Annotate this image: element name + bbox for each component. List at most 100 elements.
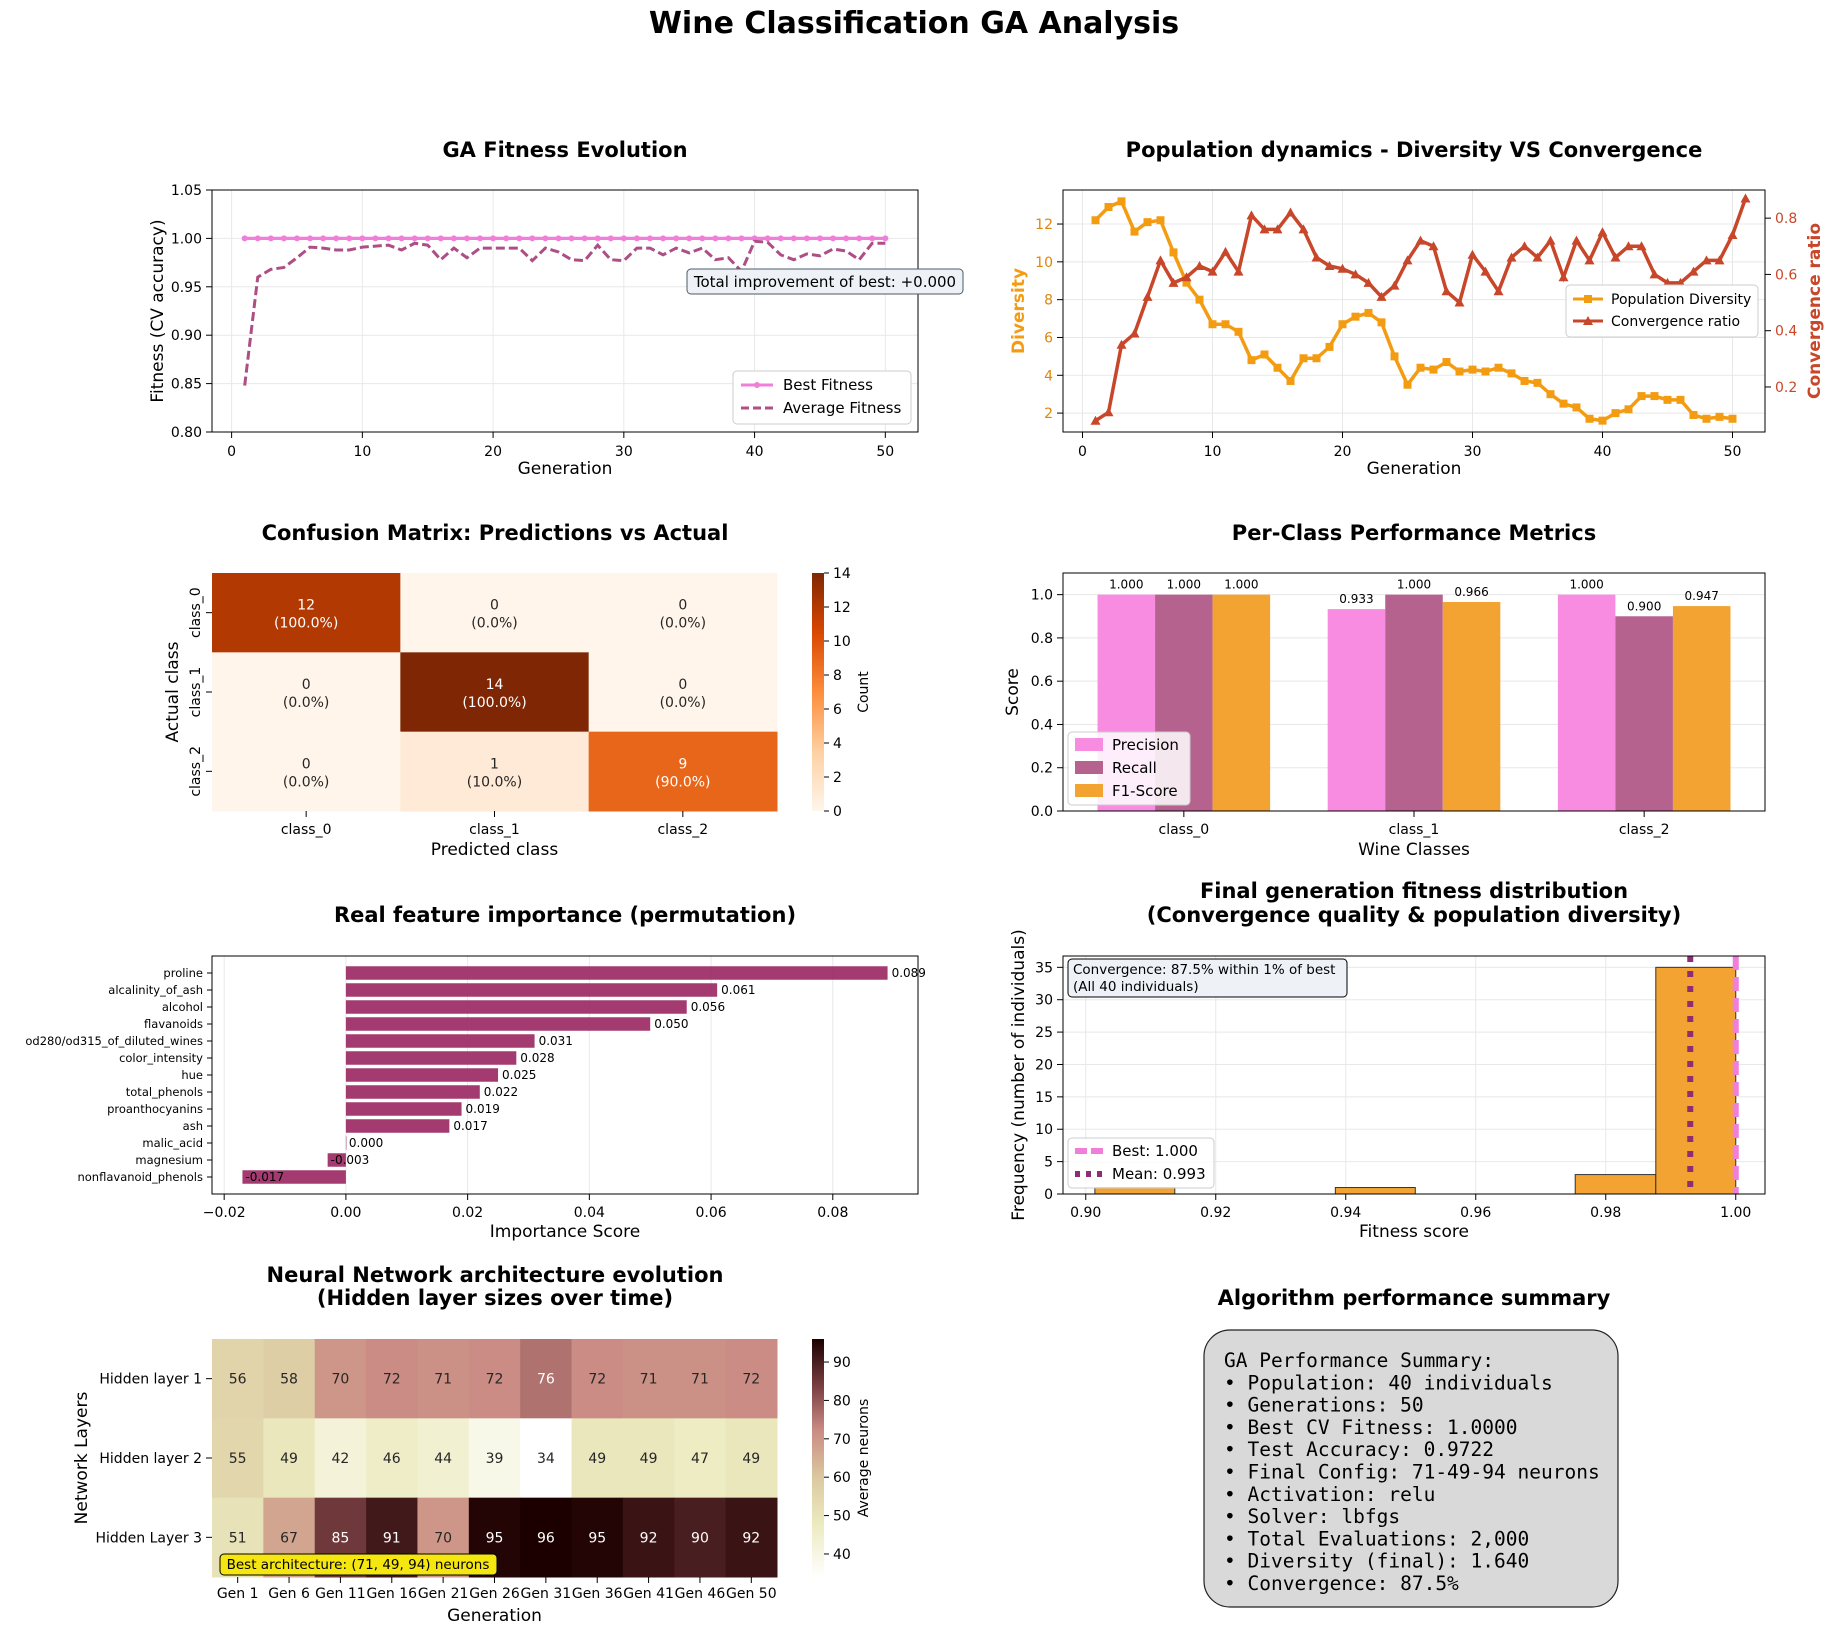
histogram-bar — [1655, 966, 1737, 1195]
plot-frame — [1062, 572, 1766, 812]
cell-value: 90 — [691, 1530, 709, 1546]
bar — [1672, 606, 1731, 811]
heatmap-cell — [725, 1339, 778, 1419]
heatmap-cell — [588, 573, 778, 653]
data-point — [372, 235, 379, 242]
y-tick-label: 35 — [1035, 960, 1053, 976]
data-point — [1494, 363, 1503, 372]
data-point — [1377, 318, 1386, 327]
data-point — [856, 235, 863, 242]
data-point — [1624, 405, 1633, 414]
heatmap-cell — [468, 1339, 521, 1419]
series-line-1 — [243, 239, 886, 386]
data-point — [1519, 241, 1530, 251]
plot-frame — [211, 955, 919, 1195]
data-point — [1298, 224, 1309, 234]
bar — [345, 1017, 651, 1031]
y-axis-label: Fitness (CV accuracy) — [148, 219, 168, 402]
cell-value: 92 — [742, 1530, 760, 1546]
data-point — [1559, 399, 1568, 408]
bar — [345, 1034, 535, 1048]
heatmap-cell — [725, 1497, 778, 1578]
legend: Population Diversity Convergence ratio — [1565, 284, 1759, 338]
cell-percent: (0.0%) — [283, 695, 330, 711]
data-point — [424, 235, 431, 242]
data-point — [1520, 376, 1529, 385]
chart-title: Neural Network architecture evolution — [267, 1263, 724, 1287]
cell-count: 0 — [302, 756, 311, 772]
cell-value: 58 — [280, 1372, 298, 1388]
data-point — [1103, 407, 1114, 417]
data-point — [1429, 365, 1438, 374]
y-tick-label: 2 — [1044, 406, 1053, 422]
data-point — [1143, 218, 1152, 227]
data-point — [1350, 269, 1361, 279]
data-point — [1181, 272, 1192, 282]
plot-frame — [1062, 189, 1766, 433]
summary-line: GA Performance Summary: — [1224, 1349, 1494, 1372]
chart-title: GA Fitness Evolution — [442, 138, 687, 162]
y-tick-label: 20 — [1035, 1057, 1053, 1073]
heatmap-cell — [468, 1418, 521, 1499]
data-point — [1090, 415, 1101, 425]
heatmap-cell — [212, 573, 401, 653]
bar-value-label: 0.050 — [654, 1017, 688, 1031]
legend-swatch — [1075, 761, 1103, 774]
y-tick-label: alcohol — [162, 1000, 203, 1014]
heatmap-cell — [212, 731, 401, 812]
bar-value-label: 0.028 — [520, 1051, 554, 1065]
data-point — [1663, 395, 1672, 404]
heatmap-cell — [366, 1339, 418, 1419]
colorbar-tick-label: 8 — [833, 668, 842, 684]
x-tick-label: Gen 50 — [726, 1586, 777, 1602]
heatmap-cell — [571, 1418, 624, 1499]
data-point — [1299, 354, 1308, 363]
x-tick-label: Gen 6 — [268, 1586, 310, 1602]
bar-value-label: 1.000 — [1397, 578, 1431, 592]
data-point — [1259, 224, 1270, 234]
cell-count: 0 — [302, 677, 311, 693]
data-point — [1467, 249, 1478, 259]
data-point — [503, 235, 510, 242]
data-point — [1091, 216, 1100, 225]
y2-tick-label: 0.6 — [1775, 267, 1797, 283]
annotation-box — [686, 268, 964, 295]
cell-value: 91 — [383, 1530, 401, 1546]
y2-tick-label: 0.8 — [1775, 211, 1797, 227]
bar-value-label: 0.000 — [349, 1136, 383, 1150]
diversity-chart: Population dynamics - Diversity VS Conve… — [1009, 138, 1825, 479]
x-tick-label: Gen 46 — [675, 1586, 726, 1602]
legend: Best Fitness Average Fitness — [732, 370, 912, 425]
data-point — [1156, 216, 1165, 225]
data-point — [1727, 230, 1738, 240]
histogram-bar — [1334, 1187, 1416, 1195]
data-point — [1234, 327, 1243, 336]
data-point — [1701, 255, 1712, 265]
data-point — [1195, 295, 1204, 304]
data-point — [1376, 291, 1387, 301]
data-point — [1558, 272, 1569, 282]
data-point — [1260, 350, 1269, 359]
y-tick-label: class_2 — [188, 746, 204, 797]
legend: Precision Recall F1-Score — [1067, 731, 1191, 806]
legend-label: Average Fitness — [783, 399, 902, 417]
colorbar-label: Average neurons — [856, 1399, 872, 1517]
colorbar-tick-label: 50 — [833, 1509, 851, 1525]
y-tick-label: 4 — [1044, 368, 1053, 384]
cell-value: 72 — [486, 1372, 504, 1388]
bar — [345, 1102, 462, 1116]
legend-label: Best: 1.000 — [1112, 1142, 1198, 1160]
data-point — [1611, 409, 1620, 418]
heatmap-cell — [212, 652, 401, 733]
data-point — [477, 235, 484, 242]
data-point — [1390, 352, 1399, 361]
bar-value-label: 0.061 — [721, 983, 755, 997]
bar — [1615, 616, 1673, 811]
colorbar-tick-label: 2 — [833, 770, 842, 786]
data-point — [1493, 286, 1504, 296]
colorbar — [812, 573, 824, 811]
summary-line: • Activation: relu — [1224, 1483, 1435, 1506]
bar-value-label: 0.900 — [1627, 599, 1661, 613]
x-axis-label: Predicted class — [431, 840, 559, 860]
bar — [242, 1170, 346, 1184]
